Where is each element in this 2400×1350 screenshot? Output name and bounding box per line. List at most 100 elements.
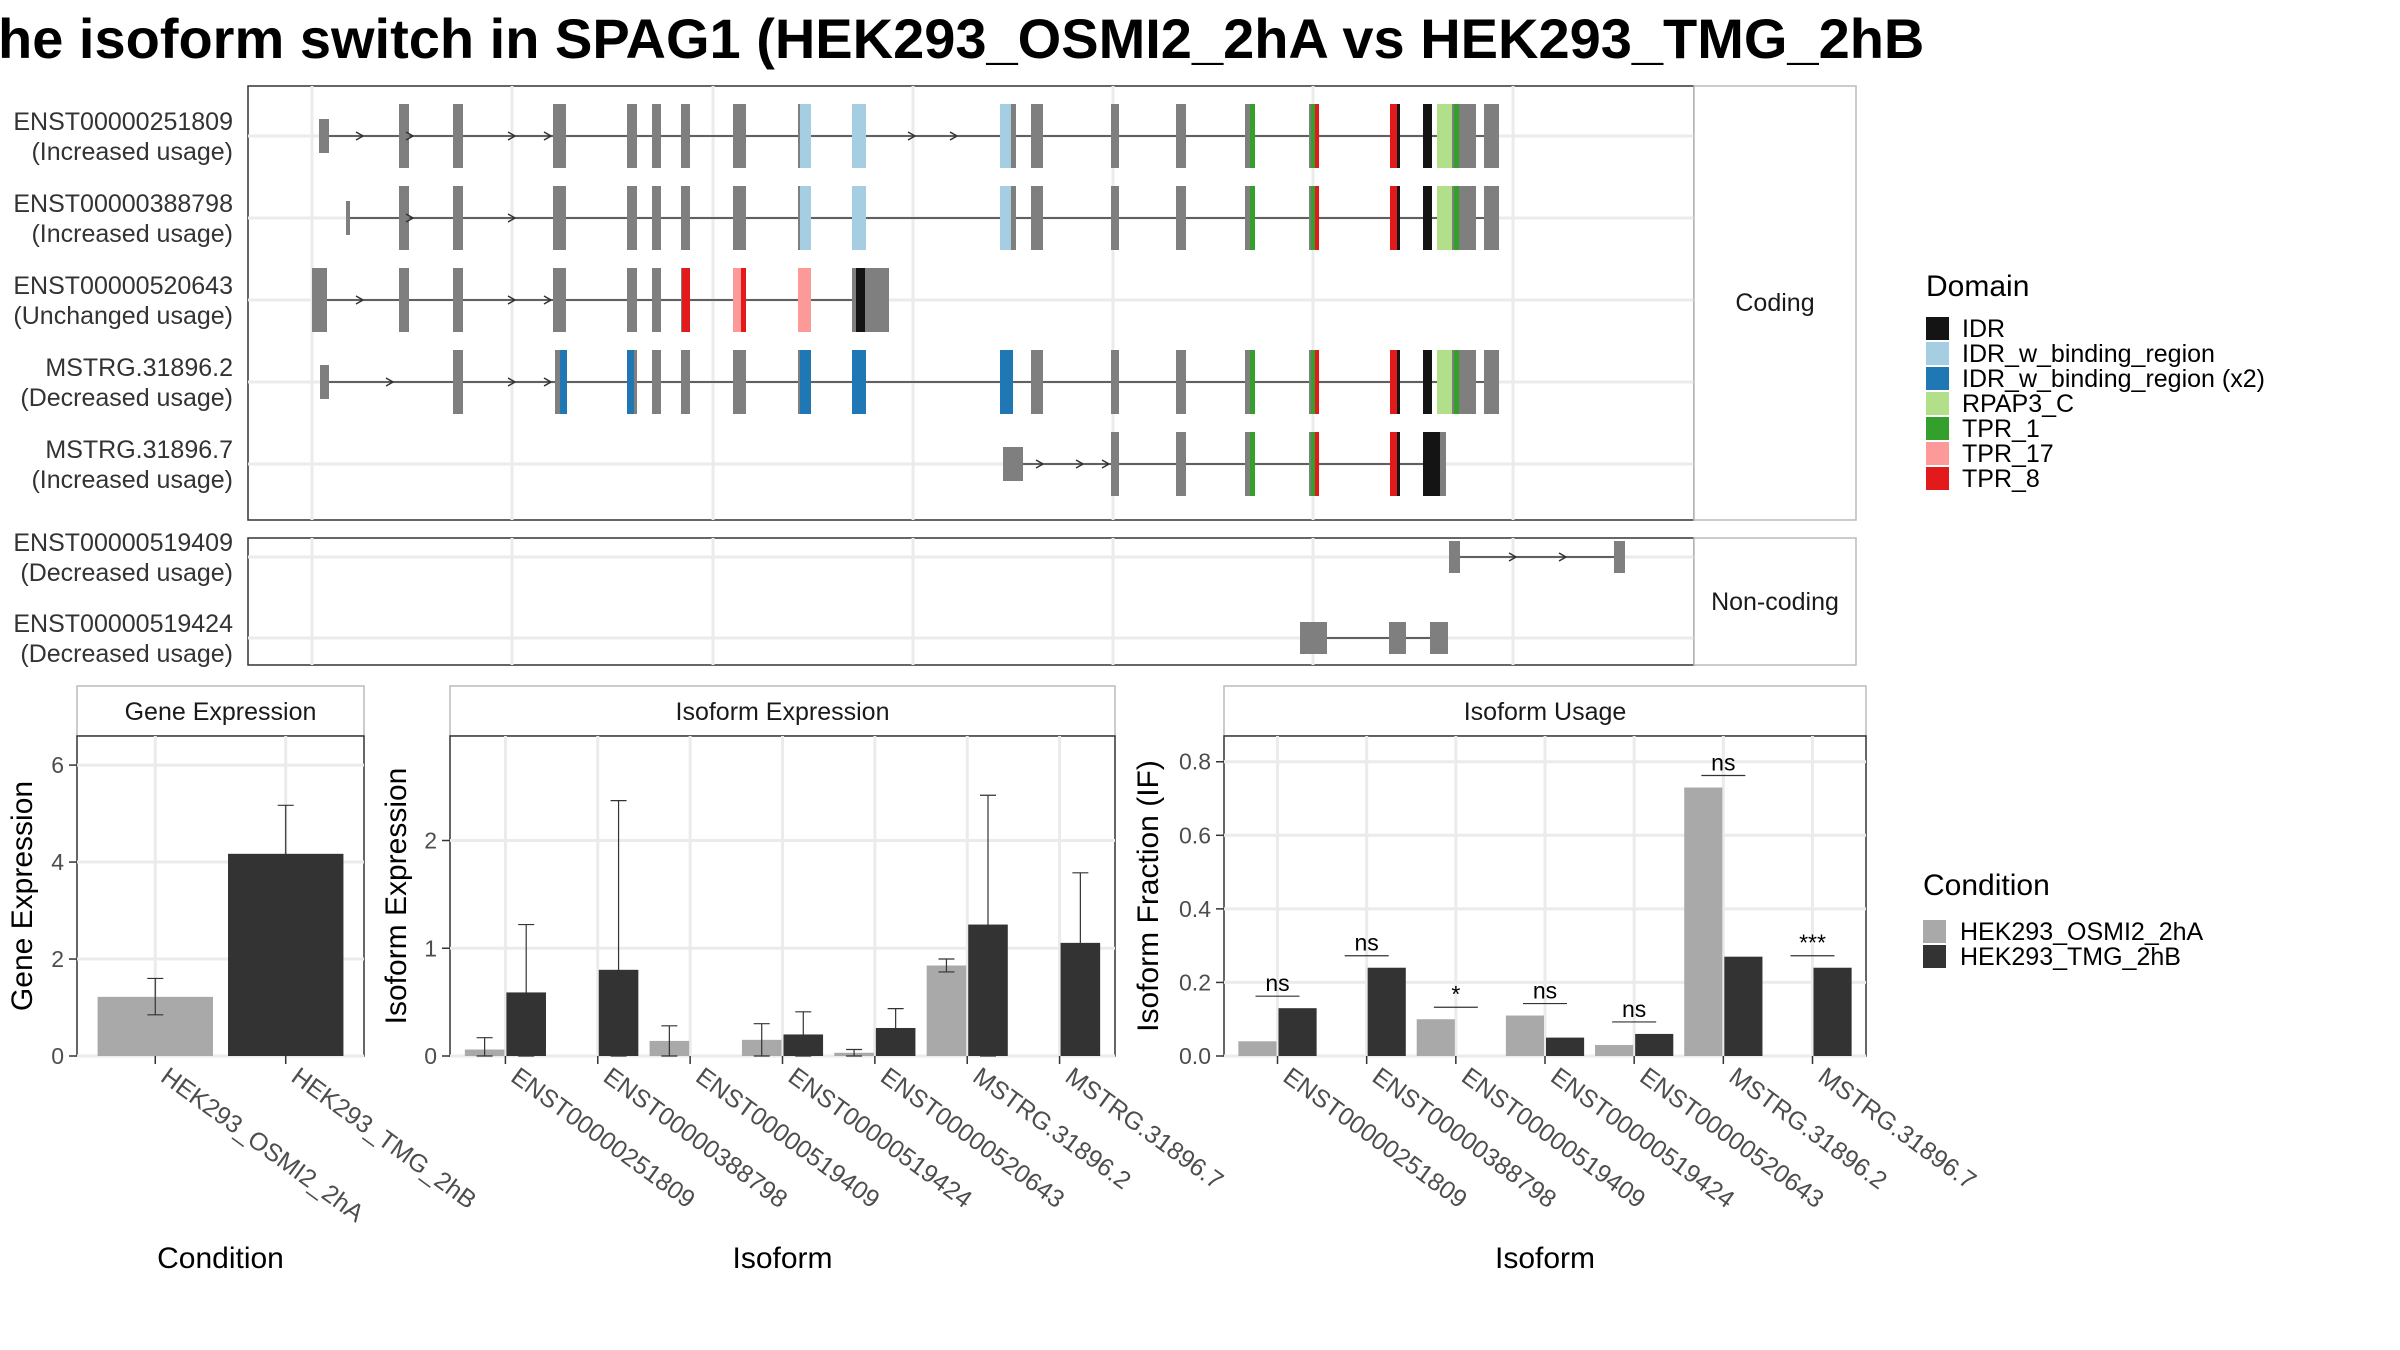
strand-arrow [543, 295, 553, 305]
exon [453, 268, 463, 332]
domain-swatch [1926, 317, 1949, 340]
exon [1176, 104, 1186, 168]
domain-segment [733, 268, 741, 332]
transcript-usage-label: (Increased usage) [31, 220, 233, 248]
strand-arrow [1508, 552, 1518, 562]
domain-segment [1250, 186, 1255, 250]
exon [1449, 541, 1460, 573]
transcript-track [1300, 622, 1448, 654]
domain-segment [1250, 350, 1255, 414]
domain-segment [1315, 186, 1319, 250]
strand-arrow [543, 131, 553, 141]
domain-segment [1000, 186, 1013, 250]
exon [1111, 186, 1119, 250]
coding-panel: Coding ENST00000251809(Increased usage)E… [13, 85, 1857, 521]
panel-title: Isoform Usage [1464, 698, 1627, 726]
domain-segment [1390, 432, 1397, 496]
y-tick-label: 2 [424, 828, 437, 854]
y-tick-label: 0.4 [1179, 896, 1211, 922]
bar [1684, 787, 1723, 1056]
domain-segment [852, 350, 866, 414]
domain-segment [741, 268, 746, 332]
domain-segment [1397, 432, 1400, 496]
domain-legend-label: IDR_w_binding_region [1962, 340, 2215, 368]
y-tick-label: 0 [51, 1043, 64, 1069]
transcript-id-label: ENST00000388798 [13, 190, 233, 218]
exon [681, 186, 690, 250]
transcript-usage-label: (Increased usage) [31, 138, 233, 166]
exon [1176, 350, 1186, 414]
strand-arrow [507, 213, 517, 223]
domain-legend-label: IDR [1962, 315, 2005, 343]
domain-legend-label: TPR_17 [1962, 440, 2054, 468]
domain-segment [1423, 104, 1432, 168]
transcript-id-label: ENST00000519424 [13, 610, 233, 638]
exon [733, 186, 746, 250]
domain-segment [1311, 104, 1317, 168]
domain-segment [1454, 186, 1459, 250]
domain-segment [1311, 186, 1317, 250]
domain-segment [1397, 186, 1400, 250]
noncoding-panel: Non-coding ENST00000519409(Decreased usa… [13, 529, 1857, 668]
condition-swatch [1923, 945, 1946, 968]
transcript-id-label: ENST00000520643 [13, 272, 233, 300]
exon [453, 350, 463, 414]
domain-segment [1315, 350, 1319, 414]
bar [1278, 1008, 1317, 1056]
significance-label: ns [1622, 996, 1646, 1022]
domain-segment [1397, 350, 1400, 414]
condition-legend-title: Condition [1923, 869, 2050, 902]
exon [1111, 104, 1119, 168]
bar [1595, 1044, 1634, 1056]
panel-strip [76, 685, 365, 737]
domain-legend-label: TPR_1 [1962, 415, 2040, 443]
isoform-expression-panel: Isoform Expression012ENST00000251809ENST… [380, 685, 1228, 1275]
y-axis-title: Isoform Fraction (IF) [1132, 760, 1165, 1032]
bar [1635, 1033, 1674, 1056]
domain-segment [852, 186, 866, 250]
exon [1176, 186, 1186, 250]
strand-arrow [405, 131, 415, 141]
domain-segment [1390, 350, 1397, 414]
y-tick-label: 2 [51, 946, 64, 972]
strand-arrow [1035, 459, 1045, 469]
transcript-usage-label: (Unchanged usage) [13, 302, 233, 330]
transcript-usage-label: (Decreased usage) [20, 559, 233, 587]
domain-segment [1000, 104, 1013, 168]
transcript-track [346, 186, 1499, 250]
exon [733, 350, 746, 414]
exon [312, 268, 327, 332]
y-tick-label: 0.8 [1179, 749, 1211, 775]
coding-row-labels: ENST00000251809(Increased usage)ENST0000… [13, 108, 233, 494]
domain-segment [1423, 186, 1432, 250]
x-axis-title: Isoform [1495, 1242, 1595, 1275]
domain-segment [1000, 350, 1013, 414]
panel-strip [1223, 685, 1867, 737]
x-tick-label: MSTRG.31896.7 [1060, 1062, 1228, 1195]
y-tick-label: 1 [424, 935, 437, 961]
exon [1430, 622, 1448, 654]
domain-segment [1454, 350, 1459, 414]
exon [627, 268, 637, 332]
exon [1176, 432, 1186, 496]
strand-arrow [355, 131, 365, 141]
y-axis-title: Isoform Expression [380, 768, 413, 1025]
domain-segment [627, 350, 634, 414]
exon [681, 350, 690, 414]
condition-legend-label: HEK293_OSMI2_2hA [1960, 918, 2204, 946]
panel-title: Gene Expression [125, 698, 317, 726]
domain-segment [798, 268, 811, 332]
transcript-track [312, 268, 889, 332]
y-tick-label: 0.0 [1179, 1043, 1211, 1069]
domain-swatch [1926, 442, 1949, 465]
x-axis-title: Isoform [732, 1242, 832, 1275]
transcript-usage-label: (Increased usage) [31, 466, 233, 494]
exon [652, 186, 661, 250]
exon [652, 350, 661, 414]
condition-legend-label: HEK293_TMG_2hB [1960, 943, 2181, 971]
coding-strip [1693, 85, 1857, 521]
domain-segment [800, 104, 811, 168]
exon [1300, 622, 1327, 654]
exon [1111, 350, 1119, 414]
